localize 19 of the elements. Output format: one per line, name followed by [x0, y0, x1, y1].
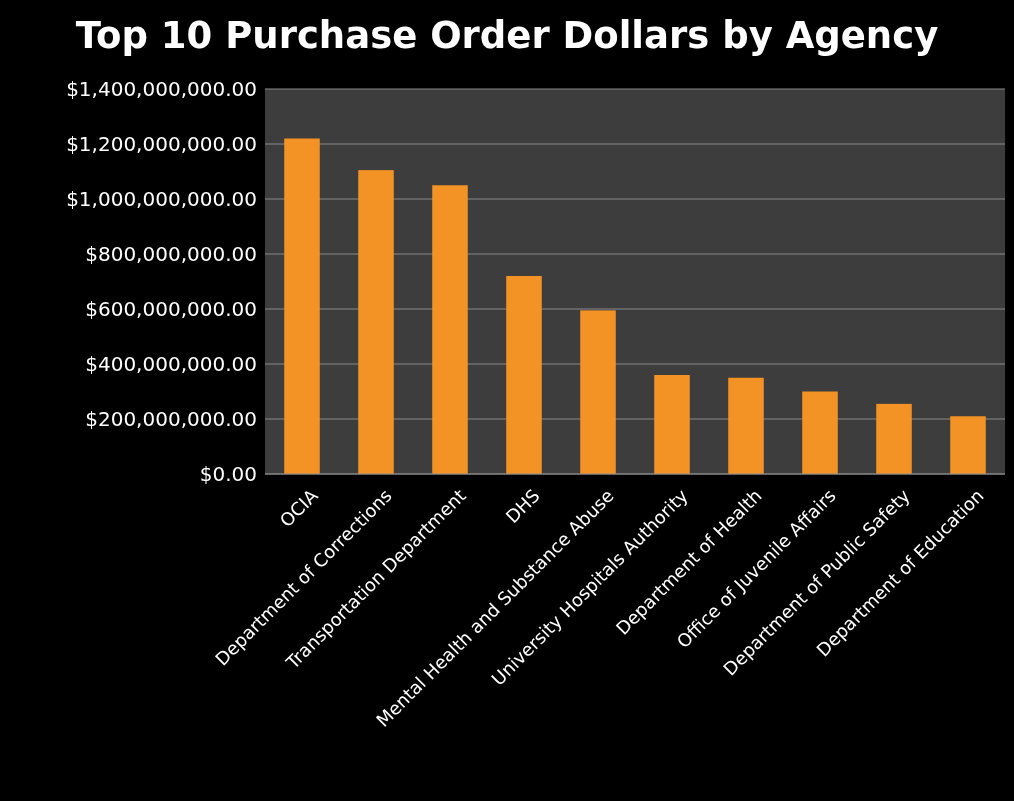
bar [358, 170, 394, 474]
bar [506, 276, 542, 474]
y-tick-label: $800,000,000.00 [85, 242, 257, 266]
bar [802, 391, 838, 474]
bar [432, 185, 468, 474]
y-tick-label: $600,000,000.00 [85, 297, 257, 321]
bar [876, 403, 912, 474]
bar [950, 416, 986, 474]
bar [284, 138, 320, 474]
y-tick-label: $200,000,000.00 [85, 407, 257, 431]
bar [728, 377, 764, 474]
chart-title: Top 10 Purchase Order Dollars by Agency [75, 14, 939, 57]
y-tick-label: $1,000,000,000.00 [66, 187, 257, 211]
y-tick-label: $1,400,000,000.00 [66, 77, 257, 101]
y-tick-label: $1,200,000,000.00 [66, 132, 257, 156]
y-tick-label: $400,000,000.00 [85, 352, 257, 376]
bar [654, 375, 690, 474]
y-tick-label: $0.00 [199, 462, 257, 486]
bar [580, 310, 616, 474]
